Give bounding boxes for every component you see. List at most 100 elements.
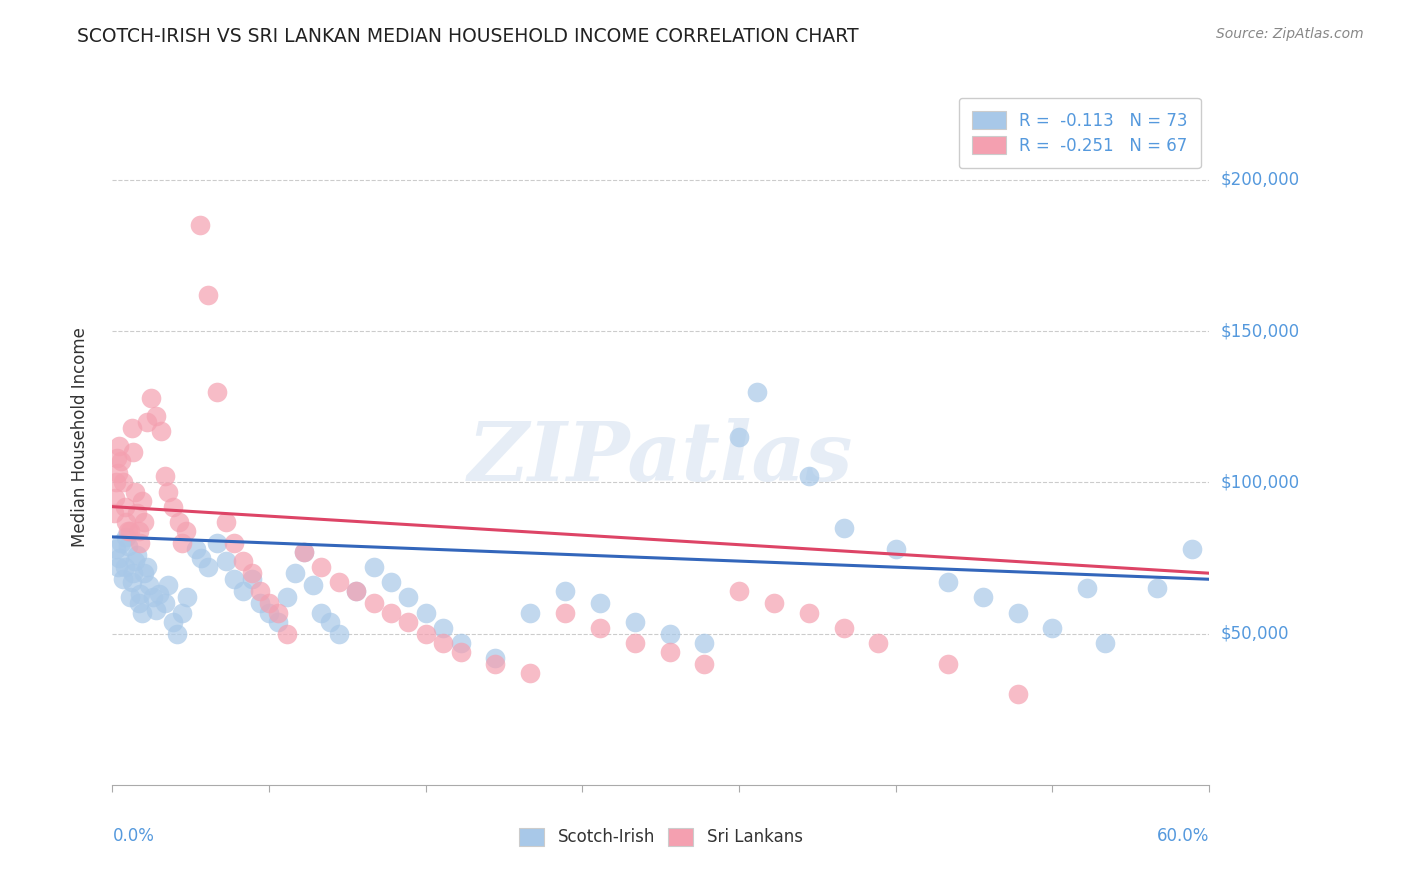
Point	[176, 591, 198, 605]
Point	[623, 636, 645, 650]
Point	[117, 524, 139, 538]
Point	[214, 515, 236, 529]
Point	[396, 615, 419, 629]
Point	[728, 430, 751, 444]
Point	[363, 597, 385, 611]
Text: 60.0%: 60.0%	[1157, 827, 1209, 845]
Point	[832, 521, 855, 535]
Point	[936, 575, 959, 590]
Text: $50,000: $50,000	[1220, 624, 1289, 643]
Point	[121, 421, 143, 435]
Point	[124, 484, 146, 499]
Point	[415, 606, 437, 620]
Point	[301, 578, 323, 592]
Point	[432, 621, 454, 635]
Point	[292, 545, 315, 559]
Point	[157, 484, 180, 499]
Text: $150,000: $150,000	[1220, 322, 1299, 340]
Text: Source: ZipAtlas.com: Source: ZipAtlas.com	[1216, 27, 1364, 41]
Point	[363, 560, 385, 574]
Point	[125, 506, 148, 520]
Point	[115, 530, 138, 544]
Point	[128, 524, 150, 538]
Point	[205, 384, 228, 399]
Point	[415, 626, 437, 640]
Point	[1007, 606, 1029, 620]
Point	[122, 566, 145, 581]
Point	[380, 606, 402, 620]
Point	[125, 548, 148, 562]
Point	[936, 657, 959, 671]
Point	[111, 475, 134, 490]
Y-axis label: Median Household Income: Median Household Income	[70, 327, 89, 547]
Point	[197, 560, 219, 574]
Point	[396, 591, 419, 605]
Point	[693, 657, 716, 671]
Point	[132, 515, 155, 529]
Point	[166, 626, 188, 640]
Point	[519, 666, 541, 681]
Point	[121, 575, 143, 590]
Point	[249, 584, 271, 599]
Point	[450, 636, 472, 650]
Point	[129, 587, 152, 601]
Point	[658, 645, 681, 659]
Text: $100,000: $100,000	[1220, 474, 1299, 491]
Text: SCOTCH-IRISH VS SRI LANKAN MEDIAN HOUSEHOLD INCOME CORRELATION CHART: SCOTCH-IRISH VS SRI LANKAN MEDIAN HOUSEH…	[77, 27, 859, 45]
Point	[131, 606, 153, 620]
Point	[276, 626, 298, 640]
Text: ZIPatlas: ZIPatlas	[468, 418, 853, 498]
Point	[797, 606, 820, 620]
Point	[745, 384, 768, 399]
Point	[174, 524, 197, 538]
Point	[328, 575, 350, 590]
Point	[249, 597, 271, 611]
Point	[197, 288, 219, 302]
Point	[432, 636, 454, 650]
Point	[484, 651, 506, 665]
Point	[240, 572, 263, 586]
Text: 0.0%: 0.0%	[112, 827, 155, 845]
Point	[1181, 541, 1204, 556]
Point	[136, 560, 159, 574]
Point	[554, 606, 576, 620]
Point	[118, 591, 141, 605]
Point	[128, 597, 150, 611]
Point	[292, 545, 315, 559]
Point	[728, 584, 751, 599]
Point	[103, 506, 125, 520]
Point	[972, 591, 994, 605]
Point	[138, 578, 160, 592]
Point	[257, 606, 280, 620]
Point	[1007, 687, 1029, 701]
Point	[104, 475, 127, 490]
Point	[589, 597, 612, 611]
Point	[276, 591, 298, 605]
Point	[1042, 621, 1064, 635]
Point	[150, 424, 173, 438]
Point	[184, 541, 207, 556]
Point	[284, 566, 307, 581]
Point	[141, 591, 163, 605]
Point	[623, 615, 645, 629]
Point	[117, 539, 139, 553]
Point	[104, 541, 127, 556]
Point	[762, 597, 785, 611]
Point	[145, 602, 167, 616]
Point	[108, 439, 131, 453]
Point	[205, 536, 228, 550]
Point	[139, 391, 162, 405]
Point	[311, 606, 333, 620]
Point	[1076, 582, 1098, 596]
Point	[157, 578, 180, 592]
Point	[136, 415, 159, 429]
Point	[240, 566, 263, 581]
Point	[267, 606, 290, 620]
Point	[172, 606, 194, 620]
Text: $200,000: $200,000	[1220, 171, 1299, 189]
Point	[344, 584, 367, 599]
Point	[167, 515, 190, 529]
Point	[484, 657, 506, 671]
Point	[190, 551, 212, 566]
Point	[267, 615, 290, 629]
